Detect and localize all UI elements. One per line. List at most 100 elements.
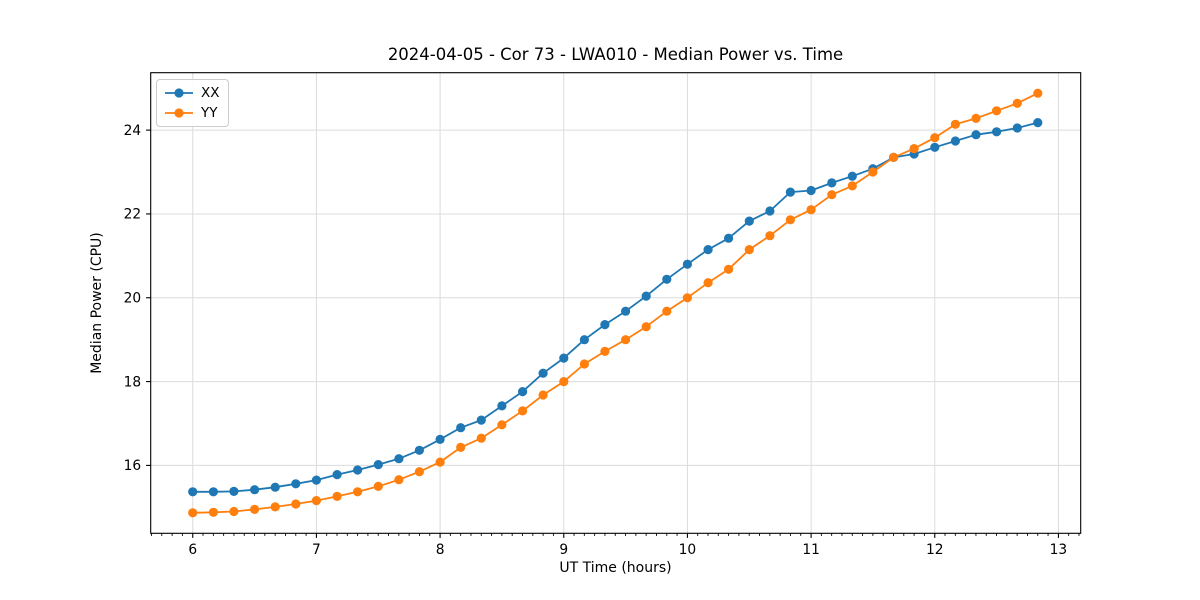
data-point-YY xyxy=(641,322,651,332)
x-tick-label: 6 xyxy=(188,542,197,558)
data-point-XX xyxy=(600,320,610,330)
x-tick-label: 12 xyxy=(926,542,944,558)
data-point-XX xyxy=(270,482,280,492)
data-point-XX xyxy=(188,487,198,497)
data-point-YY xyxy=(1012,98,1022,108)
data-point-XX xyxy=(621,306,631,316)
data-point-YY xyxy=(353,487,363,497)
data-point-YY xyxy=(682,293,693,303)
data-point-YY xyxy=(662,306,672,316)
data-point-YY xyxy=(250,504,260,514)
data-point-YY xyxy=(229,506,239,517)
data-point-XX xyxy=(311,475,321,485)
data-point-YY xyxy=(456,442,466,452)
data-point-XX xyxy=(1012,123,1022,133)
data-point-XX xyxy=(724,233,734,243)
x-tick-label: 10 xyxy=(679,542,697,558)
data-point-YY xyxy=(785,215,796,225)
data-point-YY xyxy=(311,496,321,506)
data-point-XX xyxy=(703,245,713,255)
data-point-XX xyxy=(682,259,693,269)
y-tick-label: 16 xyxy=(124,458,142,474)
data-point-XX xyxy=(785,187,796,197)
legend-item-XX: XX xyxy=(164,84,220,102)
data-point-YY xyxy=(806,205,816,215)
data-point-XX xyxy=(518,387,528,397)
legend-line-sample xyxy=(165,88,193,98)
data-point-XX xyxy=(992,127,1002,137)
data-point-XX xyxy=(765,206,775,216)
y-tick-label: 18 xyxy=(124,374,142,390)
data-point-XX xyxy=(229,486,239,496)
x-tick-label: 8 xyxy=(436,542,445,558)
legend-item-YY: YY xyxy=(164,104,220,122)
data-point-XX xyxy=(332,470,342,480)
legend-line-sample xyxy=(165,108,193,118)
data-point-XX xyxy=(662,274,672,284)
data-point-YY xyxy=(950,119,961,129)
chart-title: 2024-04-05 - Cor 73 - LWA010 - Median Po… xyxy=(387,45,844,64)
legend-label: YY xyxy=(201,105,218,121)
legend-label: XX xyxy=(201,85,220,101)
data-point-XX xyxy=(414,445,424,455)
axes-spines xyxy=(150,72,1082,534)
data-point-XX xyxy=(208,487,218,497)
data-point-XX xyxy=(291,479,301,489)
data-point-YY xyxy=(971,113,981,123)
data-point-YY xyxy=(889,152,899,162)
data-point-XX xyxy=(353,465,363,475)
data-point-YY xyxy=(827,190,837,200)
data-point-XX xyxy=(744,216,754,226)
data-point-XX xyxy=(806,185,816,196)
x-tick-label: 9 xyxy=(559,542,568,558)
data-point-XX xyxy=(456,423,466,433)
data-point-YY xyxy=(909,144,919,154)
y-tick-label: 22 xyxy=(124,207,142,223)
data-point-XX xyxy=(497,401,507,411)
data-point-YY xyxy=(414,467,424,477)
data-point-YY xyxy=(579,359,590,369)
data-point-YY xyxy=(600,346,610,356)
data-point-XX xyxy=(971,130,981,140)
data-point-YY xyxy=(703,278,713,288)
data-point-XX xyxy=(373,460,383,470)
data-point-YY xyxy=(394,475,404,485)
data-point-YY xyxy=(270,502,280,512)
data-point-YY xyxy=(868,167,878,177)
data-point-YY xyxy=(332,491,342,501)
data-point-XX xyxy=(559,353,569,363)
data-point-YY xyxy=(518,406,528,416)
data-point-YY xyxy=(930,133,940,143)
x-tick-label: 13 xyxy=(1050,542,1068,558)
data-point-XX xyxy=(1033,118,1043,128)
x-tick-label: 11 xyxy=(802,542,820,558)
data-point-YY xyxy=(559,377,569,387)
data-point-XX xyxy=(250,485,260,495)
data-point-XX xyxy=(435,434,445,444)
data-point-YY xyxy=(476,433,486,443)
data-point-XX xyxy=(930,142,940,152)
data-point-YY xyxy=(538,390,548,400)
legend: XX YY xyxy=(156,79,229,127)
data-point-YY xyxy=(847,181,857,191)
data-point-YY xyxy=(291,499,301,509)
data-point-XX xyxy=(476,415,486,425)
data-point-YY xyxy=(208,507,218,517)
series-line-XX xyxy=(192,121,1039,493)
data-point-YY xyxy=(724,264,734,274)
y-tick-label: 20 xyxy=(124,291,142,307)
x-tick-label: 7 xyxy=(312,542,321,558)
data-point-YY xyxy=(621,335,631,345)
y-tick-label: 24 xyxy=(124,123,142,139)
data-point-XX xyxy=(827,178,837,188)
data-point-YY xyxy=(188,508,198,518)
data-point-XX xyxy=(641,291,651,301)
data-point-YY xyxy=(992,106,1002,116)
data-point-YY xyxy=(435,457,445,467)
data-point-YY xyxy=(744,245,754,255)
data-point-YY xyxy=(765,231,775,241)
data-point-YY xyxy=(373,481,383,491)
data-point-XX xyxy=(538,368,548,378)
data-point-XX xyxy=(394,454,404,464)
